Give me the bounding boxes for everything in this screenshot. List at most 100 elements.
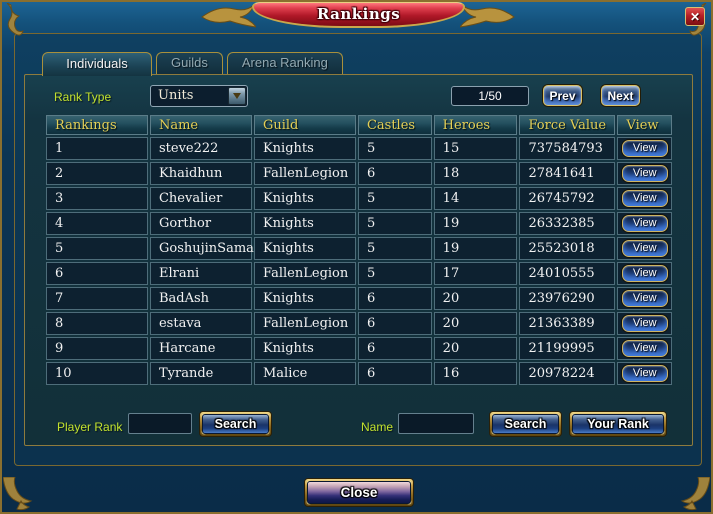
view-button[interactable]: View	[621, 240, 668, 257]
cell-heroes: 20	[433, 337, 518, 360]
cell-force: 737584793	[519, 137, 616, 160]
view-button[interactable]: View	[621, 290, 668, 307]
cell-rank: 1	[46, 137, 148, 160]
cell-force: 26332385	[519, 212, 616, 235]
header-heroes: Heroes	[433, 115, 518, 135]
cell-heroes: 20	[433, 312, 518, 335]
cell-castles: 6	[357, 337, 432, 360]
cell-guild: Knights	[253, 187, 356, 210]
name-label: Name	[361, 420, 394, 434]
table-row: 8 estava FallenLegion 6 20 21363389 View	[46, 312, 672, 335]
prev-button[interactable]: Prev	[543, 85, 582, 106]
player-rank-label: Player Rank	[57, 420, 123, 434]
banner-ornament-right-icon	[460, 4, 515, 28]
header-guild: Guild	[253, 115, 356, 135]
table-row: 3 Chevalier Knights 5 14 26745792 View	[46, 187, 672, 210]
name-input[interactable]	[398, 413, 474, 434]
cell-force: 25523018	[519, 237, 616, 260]
cell-name: Khaidhun	[149, 162, 252, 185]
close-x-icon: ✕	[689, 9, 701, 24]
view-button[interactable]: View	[621, 140, 668, 157]
cell-force: 24010555	[519, 262, 616, 285]
cell-rank: 6	[46, 262, 148, 285]
cell-heroes: 18	[433, 162, 518, 185]
search-rank-button-label: Search	[202, 414, 269, 434]
tab-arena-ranking[interactable]: Arena Ranking	[226, 52, 343, 74]
search-name-button[interactable]: Search	[489, 411, 562, 437]
table-row: 2 Khaidhun FallenLegion 6 18 27841641 Vi…	[46, 162, 672, 185]
player-rank-input[interactable]	[128, 413, 192, 434]
header-rankings: Rankings	[46, 115, 148, 135]
view-button[interactable]: View	[621, 315, 668, 332]
tab-guilds[interactable]: Guilds	[156, 52, 223, 74]
cell-name: GoshujinSama	[149, 237, 254, 260]
cell-name: Harcane	[149, 337, 252, 360]
cell-guild: FallenLegion	[253, 162, 356, 185]
table-row: 4 Gorthor Knights 5 19 26332385 View	[46, 212, 672, 235]
tab-individuals[interactable]: Individuals	[42, 52, 152, 76]
view-button[interactable]: View	[621, 215, 668, 232]
cell-heroes: 19	[433, 237, 518, 260]
dropdown-arrow-button[interactable]	[228, 87, 246, 105]
cell-heroes: 16	[433, 362, 518, 385]
cell-castles: 6	[357, 362, 432, 385]
header-force-value: Force Value	[519, 115, 616, 135]
cell-name: BadAsh	[149, 287, 252, 310]
table-row: 9 Harcane Knights 6 20 21199995 View	[46, 337, 672, 360]
cell-name: steve222	[149, 137, 252, 160]
next-button[interactable]: Next	[601, 85, 640, 106]
cell-view: View	[617, 237, 672, 260]
cell-name: Chevalier	[149, 187, 252, 210]
cell-guild: Knights	[253, 137, 356, 160]
header-castles: Castles	[357, 115, 432, 135]
rank-type-value: Units	[158, 88, 194, 103]
cell-guild: Knights	[253, 237, 356, 260]
view-button[interactable]: View	[621, 165, 668, 182]
cell-view: View	[617, 287, 672, 310]
cell-view: View	[617, 337, 672, 360]
page-indicator-field[interactable]: 1/50	[451, 86, 529, 106]
cell-name: estava	[149, 312, 252, 335]
cell-guild: Knights	[253, 212, 356, 235]
rankings-table: Rankings Name Guild Castles Heroes Force…	[44, 113, 674, 387]
cell-force: 20978224	[519, 362, 616, 385]
search-rank-button[interactable]: Search	[199, 411, 272, 437]
view-button[interactable]: View	[621, 365, 668, 382]
cell-rank: 4	[46, 212, 148, 235]
cell-rank: 5	[46, 237, 148, 260]
cell-rank: 8	[46, 312, 148, 335]
cell-force: 26745792	[519, 187, 616, 210]
close-button[interactable]: Close	[304, 478, 414, 507]
rank-type-label: Rank Type	[54, 90, 112, 104]
cell-heroes: 19	[433, 212, 518, 235]
cell-castles: 5	[357, 237, 432, 260]
your-rank-button[interactable]: Your Rank	[569, 411, 667, 437]
view-button[interactable]: View	[621, 340, 668, 357]
cell-castles: 5	[357, 137, 432, 160]
view-button[interactable]: View	[621, 265, 668, 282]
corner-ornament-bottom-right-icon	[680, 477, 710, 511]
corner-ornament-top-left-icon	[6, 3, 24, 36]
corner-ornament-bottom-left-icon	[3, 477, 33, 511]
table-row: 10 Tyrande Malice 6 16 20978224 View	[46, 362, 672, 385]
cell-view: View	[617, 187, 672, 210]
window-close-button[interactable]: ✕	[685, 7, 705, 26]
cell-heroes: 20	[433, 287, 518, 310]
tab-bar: Individuals Guilds Arena Ranking	[42, 52, 343, 76]
cell-view: View	[617, 262, 672, 285]
cell-rank: 10	[46, 362, 148, 385]
cell-castles: 5	[357, 187, 432, 210]
header-view: View	[617, 115, 672, 135]
rank-type-dropdown[interactable]: Units	[150, 85, 248, 107]
cell-view: View	[617, 137, 672, 160]
cell-force: 27841641	[519, 162, 616, 185]
cell-name: Tyrande	[149, 362, 252, 385]
cell-view: View	[617, 162, 672, 185]
cell-castles: 6	[357, 287, 432, 310]
cell-force: 21363389	[519, 312, 616, 335]
cell-castles: 5	[357, 212, 432, 235]
cell-name: Elrani	[149, 262, 252, 285]
view-button[interactable]: View	[621, 190, 668, 207]
cell-rank: 7	[46, 287, 148, 310]
